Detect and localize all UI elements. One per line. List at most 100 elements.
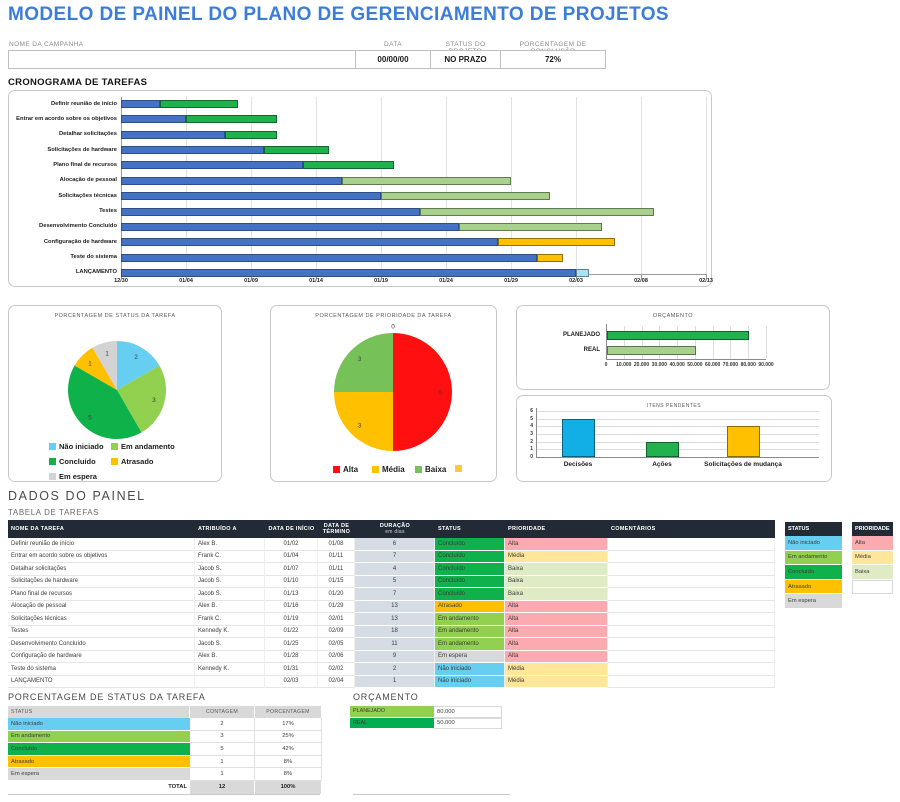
key-cell: Atrasado (785, 579, 842, 595)
task-table-cell: Teste do sistema (8, 663, 195, 676)
gantt-task-label: Detalhar solicitações (59, 131, 117, 138)
summary-cell: Em espera (8, 768, 190, 781)
summary-header-cell: PORCENTAGEM (255, 706, 322, 718)
gantt-duration-bar (576, 268, 589, 277)
status-summary-heading: PORCENTAGEM DE STATUS DA TAREFA (8, 692, 206, 702)
summary-cell: Atrasado (8, 755, 190, 769)
legend-item: Média (372, 465, 405, 474)
summary-cell: 2 (190, 718, 255, 731)
items-axis-tick-label: 5 (530, 415, 533, 422)
campaign-name-field[interactable] (8, 50, 356, 69)
budget-axis-tick-label: 50.000 (687, 362, 703, 368)
summary-cell: Não iniciado (8, 718, 190, 731)
gantt-duration-bar (160, 100, 238, 108)
budget-gridline (694, 326, 696, 359)
task-table-header-row: NOME DA TAREFA ATRIBUÍDO A DATA DE INÍCIO D… (8, 520, 775, 538)
summary-total-cell: 100% (255, 780, 322, 794)
legend-item: Em espera (49, 472, 97, 481)
task-table-cell (195, 675, 265, 688)
task-table-cell: Alta (505, 600, 608, 613)
task-table-cell: Kennedy K. (195, 625, 265, 638)
task-table-header-cell: DATA DE INÍCIO (265, 520, 318, 538)
pie-slice-value-label: 6 (438, 389, 442, 396)
task-table-row: LANÇAMENTO 02/03 02/04 1 Não iniciado Média (8, 675, 775, 688)
task-table-cell: 01/19 (265, 613, 318, 626)
gantt-axis-tick-label: 12/30 (114, 278, 128, 284)
legend-swatch (49, 443, 56, 450)
pie-slice-value-label: 0 (391, 323, 395, 330)
summary-total-cell: 12 (190, 780, 255, 794)
completion-percentage-field[interactable]: 72% (500, 50, 606, 69)
budget-value-cell: 80.000 (434, 706, 502, 718)
budget-axis-tick-label: 80.000 (740, 362, 756, 368)
key-row: Em andamento (785, 550, 842, 566)
summary-cell: 42% (255, 743, 322, 756)
legend-swatch (111, 458, 118, 465)
task-table-cell: Baixa (505, 575, 608, 588)
gantt-duration-bar (420, 207, 654, 216)
task-table-cell: 02/03 (265, 675, 318, 688)
summary-row: Em andamento 3 25% (8, 730, 322, 744)
status-pie-chart-panel: PORCENTAGEM DE STATUS DA TAREFA 2 3 5 1 1 Não… (8, 305, 222, 482)
task-table-cell: Alta (505, 538, 608, 551)
gantt-duration-bar (342, 176, 511, 185)
gantt-axis-tick-label: 01/14 (309, 278, 323, 284)
summary-cell: Concluído (8, 743, 190, 756)
pending-items-chart-panel: ITENS PENDENTES 0 1 2 3 4 5 6 Decisões Ações Soli… (516, 395, 832, 482)
gantt-duration-bar (186, 115, 277, 124)
gantt-axis-tick-label: 01/24 (439, 278, 453, 284)
task-table-cell: Média (505, 663, 608, 676)
gantt-section-title: CRONOGRAMA DE TAREFAS (8, 77, 148, 88)
legend-swatch (455, 465, 462, 472)
task-table-row: Detalhar solicitações Jacob S. 01/07 01/11 4… (8, 563, 775, 576)
task-table-cell: Em andamento (435, 638, 505, 651)
project-status-field[interactable]: NO PRAZO (430, 50, 501, 69)
budget-gridline (748, 326, 750, 359)
task-table-header-cell: NOME DA TAREFA (8, 520, 195, 538)
items-axis-tick-label: 0 (530, 454, 533, 460)
key-row: Alta (852, 536, 893, 551)
task-table-cell: Alta (505, 613, 608, 626)
gantt-axis-tick-label: 01/04 (179, 278, 193, 284)
budget-table-heading: ORÇAMENTO (353, 692, 419, 702)
task-table-cell: Alex B. (195, 600, 265, 613)
task-table-cell (608, 550, 775, 563)
summary-cell: 1 (190, 768, 255, 781)
task-table-cell: 1 (355, 675, 435, 688)
items-category-label: Solicitações de mudança (704, 461, 782, 468)
task-table-cell: 02/04 (318, 675, 355, 688)
task-table-header-cell: ATRIBUÍDO A (195, 520, 265, 538)
task-table-cell: Concluído (435, 588, 505, 601)
gantt-axis-tick-label: 02/03 (569, 278, 583, 284)
items-axis-tick-label: 4 (530, 423, 533, 430)
pie-slice-value-label: 5 (88, 414, 92, 421)
task-table-cell: Concluído (435, 550, 505, 563)
budget-values-table: PLANEJADO 80.000 REAL 50.000 (350, 706, 502, 729)
task-table-cell: Alex B. (195, 650, 265, 663)
gantt-task-label: Plano final de recursos (53, 161, 117, 168)
task-table-cell: 01/11 (318, 563, 355, 576)
budget-bar (607, 331, 750, 340)
date-field[interactable]: 00/00/00 (355, 50, 431, 69)
key-header: PRIORIDADE (852, 522, 893, 536)
gantt-task-label: Definir reunião de início (50, 100, 117, 107)
budget-category-label: REAL (583, 347, 600, 353)
pie-slice-value-label: 1 (88, 360, 92, 367)
task-table-cell: Não iniciado (435, 663, 505, 676)
task-table-cell: 01/22 (265, 625, 318, 638)
task-table-cell: 01/07 (265, 563, 318, 576)
key-header-cell: STATUS (785, 522, 842, 536)
pie-slice (393, 333, 452, 451)
task-table-cell: 01/13 (265, 588, 318, 601)
gantt-gridline (381, 97, 382, 274)
task-table-cell: 7 (355, 588, 435, 601)
task-table-cell (608, 625, 775, 638)
key-cell: Em andamento (785, 550, 842, 566)
task-table-header-cell: DATA DE TÉRMINO (318, 520, 355, 538)
gantt-offset-bar (121, 238, 498, 247)
task-table-row: Entrar em acordo sobre os objetivos Frank… (8, 550, 775, 563)
task-table-row: Teste do sistema Kennedy K. 01/31 02/02 2 Não… (8, 663, 775, 676)
summary-header-cell: STATUS (8, 706, 190, 718)
gantt-task-label: LANÇAMENTO (75, 269, 117, 276)
items-axis-tick-label: 3 (530, 431, 533, 437)
